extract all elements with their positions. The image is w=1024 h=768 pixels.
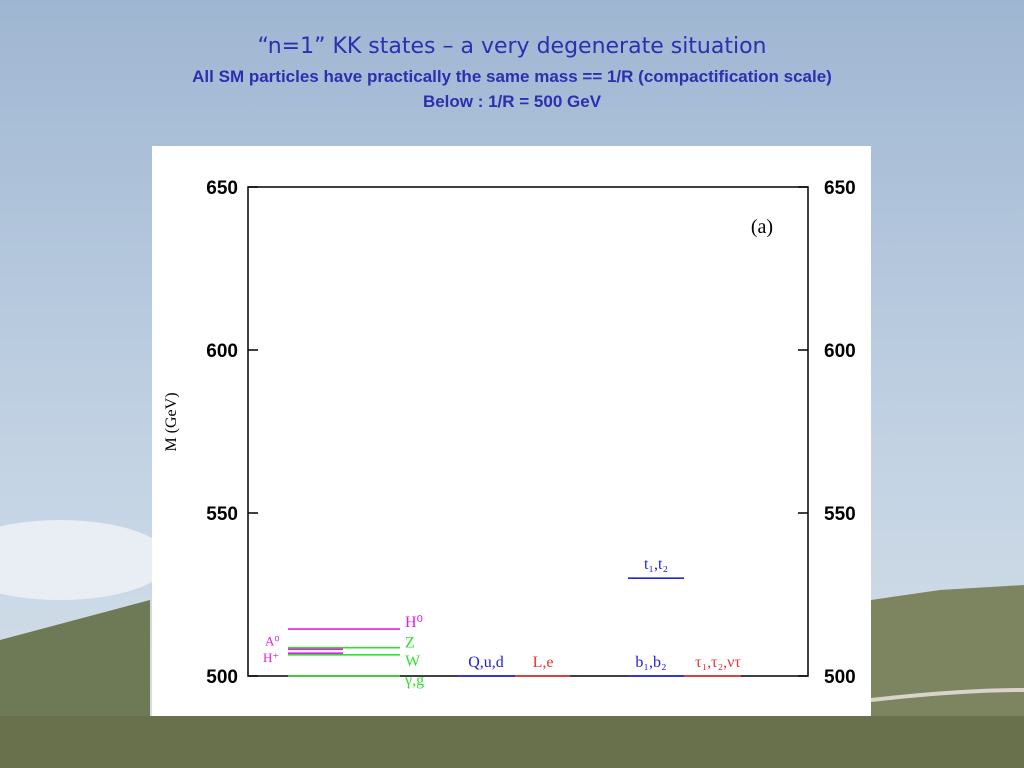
level-label: γ,g [404, 672, 424, 689]
level-label: b₁,b₂ [635, 654, 666, 671]
level-label: t₁,t₂ [644, 556, 668, 573]
level-label: W [405, 653, 421, 670]
y-tick-label: 550 [206, 504, 238, 525]
chart-panel [152, 146, 871, 716]
y2-tick-label: 500 [824, 667, 856, 688]
y2-tick-label: 600 [824, 341, 856, 362]
slide-note: Below : 1/R = 500 GeV [422, 92, 602, 111]
level-label: H⁰ [405, 614, 423, 631]
y-tick-label: 600 [206, 341, 238, 362]
level-label: Q,u,d [468, 654, 504, 671]
y2-tick-label: 550 [824, 504, 856, 525]
level-label: H⁺ [263, 650, 279, 665]
y-tick-label: 650 [206, 178, 238, 199]
y2-tick-label: 650 [824, 178, 856, 199]
annotation: (a) [751, 216, 773, 238]
level-label: A⁰ [265, 633, 280, 648]
level-label: τ₁,τ₂,ντ [695, 654, 741, 671]
slide-subtitle: All SM particles have practically the sa… [192, 67, 832, 86]
level-label: L,e [533, 654, 554, 671]
y-axis-label: M (GeV) [163, 392, 180, 451]
slide-title: “n=1” KK states – a very degenerate situ… [257, 34, 767, 59]
level-label: Z [405, 635, 415, 652]
y-tick-label: 500 [206, 667, 238, 688]
